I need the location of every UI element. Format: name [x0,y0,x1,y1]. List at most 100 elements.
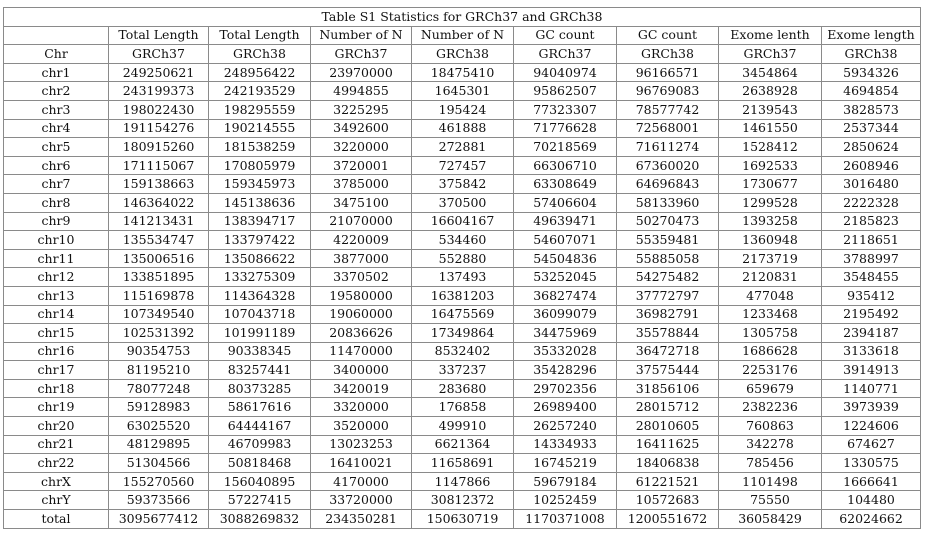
table-cell: chr3 [3,99,109,120]
table-cell: 3828573 [821,99,921,120]
table-row: chr7 159138663 159345973 3785000 375842 63308… [3,174,921,194]
table-cell: 146364022 [108,192,209,213]
table-cell: 3400000 [310,360,412,380]
table-cell: 3095677412 [108,509,209,529]
table-row: chr12 133851895 133275309 3370502 137493 5325… [3,267,921,287]
table-cell: 283680 [411,378,514,399]
table-cell: 171115067 [108,155,209,176]
table-cell: 2185823 [821,211,921,232]
table-cell: 1360948 [718,230,822,250]
table-cell: 145138636 [208,192,311,213]
table-cell: 66306710 [513,155,617,176]
table-cell: 6621364 [411,434,514,455]
header-cell: Exome lenth [718,25,822,46]
table-cell: 36827474 [513,285,617,306]
table-cell: chr14 [3,304,109,325]
table-cell: 57406604 [513,192,617,213]
table-row: chr19 59128983 58617616 3320000 176858 269894… [3,397,921,418]
table-cell: chr8 [3,192,109,213]
table-cell: 2173719 [718,248,822,269]
table-cell: chr21 [3,434,109,455]
table-cell: 3548455 [821,267,921,287]
table-cell: chr5 [3,137,109,157]
table-cell: 37772797 [616,285,719,306]
header-cell: GRCh38 [411,44,514,64]
table-cell: 63308649 [513,174,617,194]
table-cell: 3225295 [310,99,412,120]
table-cell: 2253176 [718,360,822,380]
table-cell: chr18 [3,378,109,399]
table-cell: 37575444 [616,360,719,380]
table-cell: 3788997 [821,248,921,269]
table-cell: chr22 [3,453,109,473]
caption-row: Table S1 Statistics for GRCh37 and GRCh3… [3,7,921,27]
table-cell: 20836626 [310,323,412,343]
table-cell: 1686628 [718,341,822,362]
table-row: chr8 146364022 145138636 3475100 370500 57406… [3,192,921,213]
table-cell: 3877000 [310,248,412,269]
table-row: chr9 141213431 138394717 21070000 16604167 49… [3,211,921,232]
header-cell: GRCh37 [513,44,617,64]
table-cell: 16411625 [616,434,719,455]
table-row: chr20 63025520 64444167 3520000 499910 262572… [3,416,921,436]
table-cell: 59128983 [108,397,209,418]
statistics-table: Table S1 Statistics for GRCh37 and GRCh3… [3,7,921,529]
table-cell: 3914913 [821,360,921,380]
table-cell: 3420019 [310,378,412,399]
table-cell: 35578844 [616,323,719,343]
table-cell: 114364328 [208,285,311,306]
table-cell: chrX [3,471,109,492]
table-cell: 155270560 [108,471,209,492]
table-cell: 461888 [411,118,514,139]
table-cell: 36058429 [718,509,822,529]
table-row: chr17 81195210 83257441 3400000 337237 354282… [3,360,921,380]
table-cell: 71611274 [616,137,719,157]
table-cell: 135534747 [108,230,209,250]
table-cell: 2608946 [821,155,921,176]
table-cell: 18475410 [411,62,514,83]
table-cell: 16604167 [411,211,514,232]
table-cell: 1645301 [411,81,514,101]
table-cell: 16475569 [411,304,514,325]
header-cell: GRCh38 [208,44,311,64]
header-cell: GRCh38 [616,44,719,64]
table-cell: chr7 [3,174,109,194]
table-cell: 67360020 [616,155,719,176]
table-cell: total [3,509,109,529]
header-row-assembly: Chr GRCh37 GRCh38 GRCh37 GRCh38 GRCh37 GRCh38 G… [3,44,921,64]
table-cell: 1305758 [718,323,822,343]
table-cell: chr6 [3,155,109,176]
table-cell: 10572683 [616,490,719,511]
table-cell: 53252045 [513,267,617,287]
table-cell: 96769083 [616,81,719,101]
table-row: chr13 115169878 114364328 19580000 16381203 3… [3,285,921,306]
table-cell: 477048 [718,285,822,306]
table-cell: 80373285 [208,378,311,399]
table-cell: 28015712 [616,397,719,418]
table-cell: chrY [3,490,109,511]
table-cell: 10252459 [513,490,617,511]
table-cell: 94040974 [513,62,617,83]
table-cell: 2118651 [821,230,921,250]
table-cell: 5934326 [821,62,921,83]
table-cell: 156040895 [208,471,311,492]
table-cell: 21070000 [310,211,412,232]
table-cell: 195424 [411,99,514,120]
table-cell: 70218569 [513,137,617,157]
table-cell: 242193529 [208,81,311,101]
table-cell: 1692533 [718,155,822,176]
table-cell: chr9 [3,211,109,232]
table-cell: 2394187 [821,323,921,343]
table-cell: chr2 [3,81,109,101]
table-cell: 59679184 [513,471,617,492]
table-cell: 55359481 [616,230,719,250]
header-cell: Chr [3,44,109,64]
table-cell: 23970000 [310,62,412,83]
table-cell: 674627 [821,434,921,455]
table-row: chr5 180915260 181538259 3220000 272881 70218… [3,137,921,157]
table-cell: 137493 [411,267,514,287]
table-cell: 36099079 [513,304,617,325]
table-cell: chr13 [3,285,109,306]
table-row: chrX 155270560 156040895 4170000 1147866 5967… [3,471,921,492]
header-cell: Number of N [411,25,514,46]
